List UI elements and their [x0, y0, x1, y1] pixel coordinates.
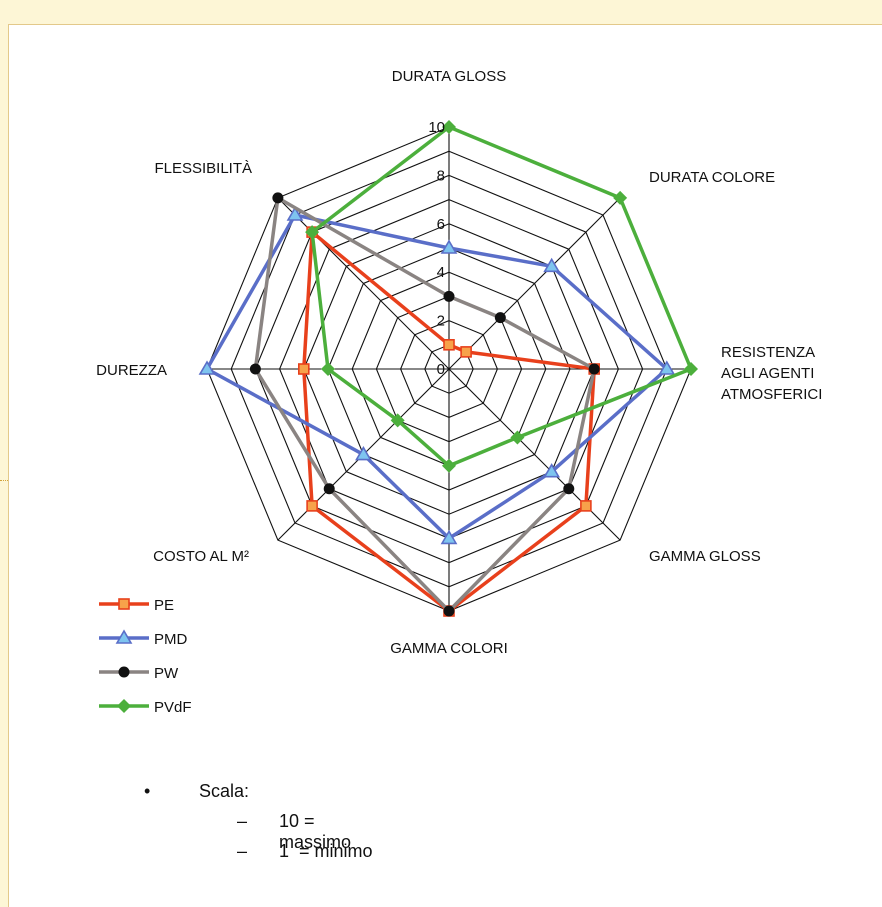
tick-label: 2	[437, 313, 445, 330]
chart-panel: 0 2 4 6 8 10 DURATA GLOSS DURATA COLORE RESISTE…	[8, 24, 882, 907]
data-point	[494, 312, 506, 324]
axis-label: DUREZZA	[96, 362, 167, 379]
axis-label: FLESSIBILITÀ	[154, 160, 252, 177]
legend-item-pw: PW	[99, 665, 179, 682]
data-point	[442, 120, 456, 134]
data-point	[543, 463, 561, 478]
radar-chart: 0 2 4 6 8 10 DURATA GLOSS DURATA COLORE RESISTE…	[96, 68, 822, 716]
series-line	[310, 125, 693, 468]
data-point	[323, 483, 335, 495]
axis-label-line: DURATA GLOSS	[392, 68, 506, 85]
data-point	[440, 529, 458, 545]
tick-label: 10	[428, 119, 445, 136]
axis-label-line: DUREZZA	[96, 362, 167, 379]
legend-label: PW	[154, 665, 179, 682]
axis-labels: DURATA GLOSS DURATA COLORE RESISTENZA AGLI …	[96, 68, 822, 657]
series-pmd	[198, 206, 676, 545]
data-point	[580, 500, 592, 512]
data-point	[249, 363, 261, 375]
axis-label: DURATA GLOSS	[392, 68, 506, 85]
tick-label: 4	[437, 264, 445, 281]
data-point	[443, 605, 455, 617]
legend-marker	[118, 666, 130, 678]
data-point	[442, 458, 456, 473]
data-point	[390, 413, 405, 428]
tick-label: 6	[437, 216, 445, 233]
data-point	[305, 225, 320, 240]
legend-label: PE	[154, 597, 174, 614]
data-point	[684, 362, 698, 376]
data-point	[306, 500, 318, 512]
dash-icon: –	[237, 811, 248, 831]
radial-tick-labels: 0 2 4 6 8 10	[428, 119, 445, 378]
scale-item-min-text: 1 = minimo	[279, 841, 373, 861]
axis-label-line: RESISTENZA	[721, 344, 815, 361]
tick-label: 8	[437, 167, 445, 184]
data-point	[613, 190, 628, 205]
axis-label: DURATA COLORE	[649, 169, 775, 186]
data-point	[563, 483, 575, 495]
axis-label-line: AGLI AGENTI	[721, 365, 814, 382]
legend-label: PMD	[154, 631, 188, 648]
data-point	[321, 362, 335, 376]
legend-item-pmd: PMD	[99, 629, 188, 648]
dotted-margin-mark	[0, 480, 8, 481]
legend-marker	[115, 629, 133, 644]
axis-label: GAMMA GLOSS	[649, 548, 761, 565]
data-point	[440, 239, 458, 254]
radar-series	[198, 120, 698, 617]
data-point	[272, 192, 284, 204]
data-point	[588, 363, 600, 375]
axis-label: RESISTENZA AGLI AGENTI ATMOSFERICI	[721, 344, 822, 403]
axis-label-line: COSTO AL M²	[153, 548, 249, 565]
legend-marker	[118, 598, 130, 610]
legend-item-pe: PE	[99, 597, 174, 614]
axis-label-line: GAMMA GLOSS	[649, 548, 761, 565]
dash-icon: –	[237, 841, 248, 861]
data-point	[510, 430, 525, 445]
legend-label: PVdF	[154, 699, 192, 716]
axis-label-line: ATMOSFERICI	[721, 386, 822, 403]
data-point	[443, 290, 455, 302]
data-point	[286, 206, 304, 221]
data-point	[658, 360, 676, 375]
series-pvdf	[305, 120, 698, 473]
axis-label: COSTO AL M²	[153, 548, 249, 565]
axis-label-line: DURATA COLORE	[649, 169, 775, 186]
scale-item-max-text: 10 = massimo	[279, 811, 352, 852]
scale-heading: Scala:	[199, 781, 250, 801]
data-point	[443, 338, 455, 351]
data-point	[460, 346, 472, 358]
data-point	[297, 363, 310, 375]
grid-spoke	[448, 197, 621, 370]
data-point	[355, 445, 372, 461]
data-point	[198, 360, 216, 375]
axis-label: GAMMA COLORI	[390, 640, 508, 657]
series-pw	[249, 192, 600, 617]
legend-marker	[117, 699, 131, 713]
axis-label-line: GAMMA COLORI	[390, 640, 508, 657]
legend-item-pvdf: PVdF	[99, 699, 192, 716]
legend: PE PMD PW PVdF	[99, 597, 192, 716]
axis-label-line: FLESSIBILITÀ	[154, 160, 252, 177]
tick-label: 0	[437, 361, 445, 378]
data-point	[543, 257, 561, 273]
bullet-icon: •	[144, 781, 151, 801]
